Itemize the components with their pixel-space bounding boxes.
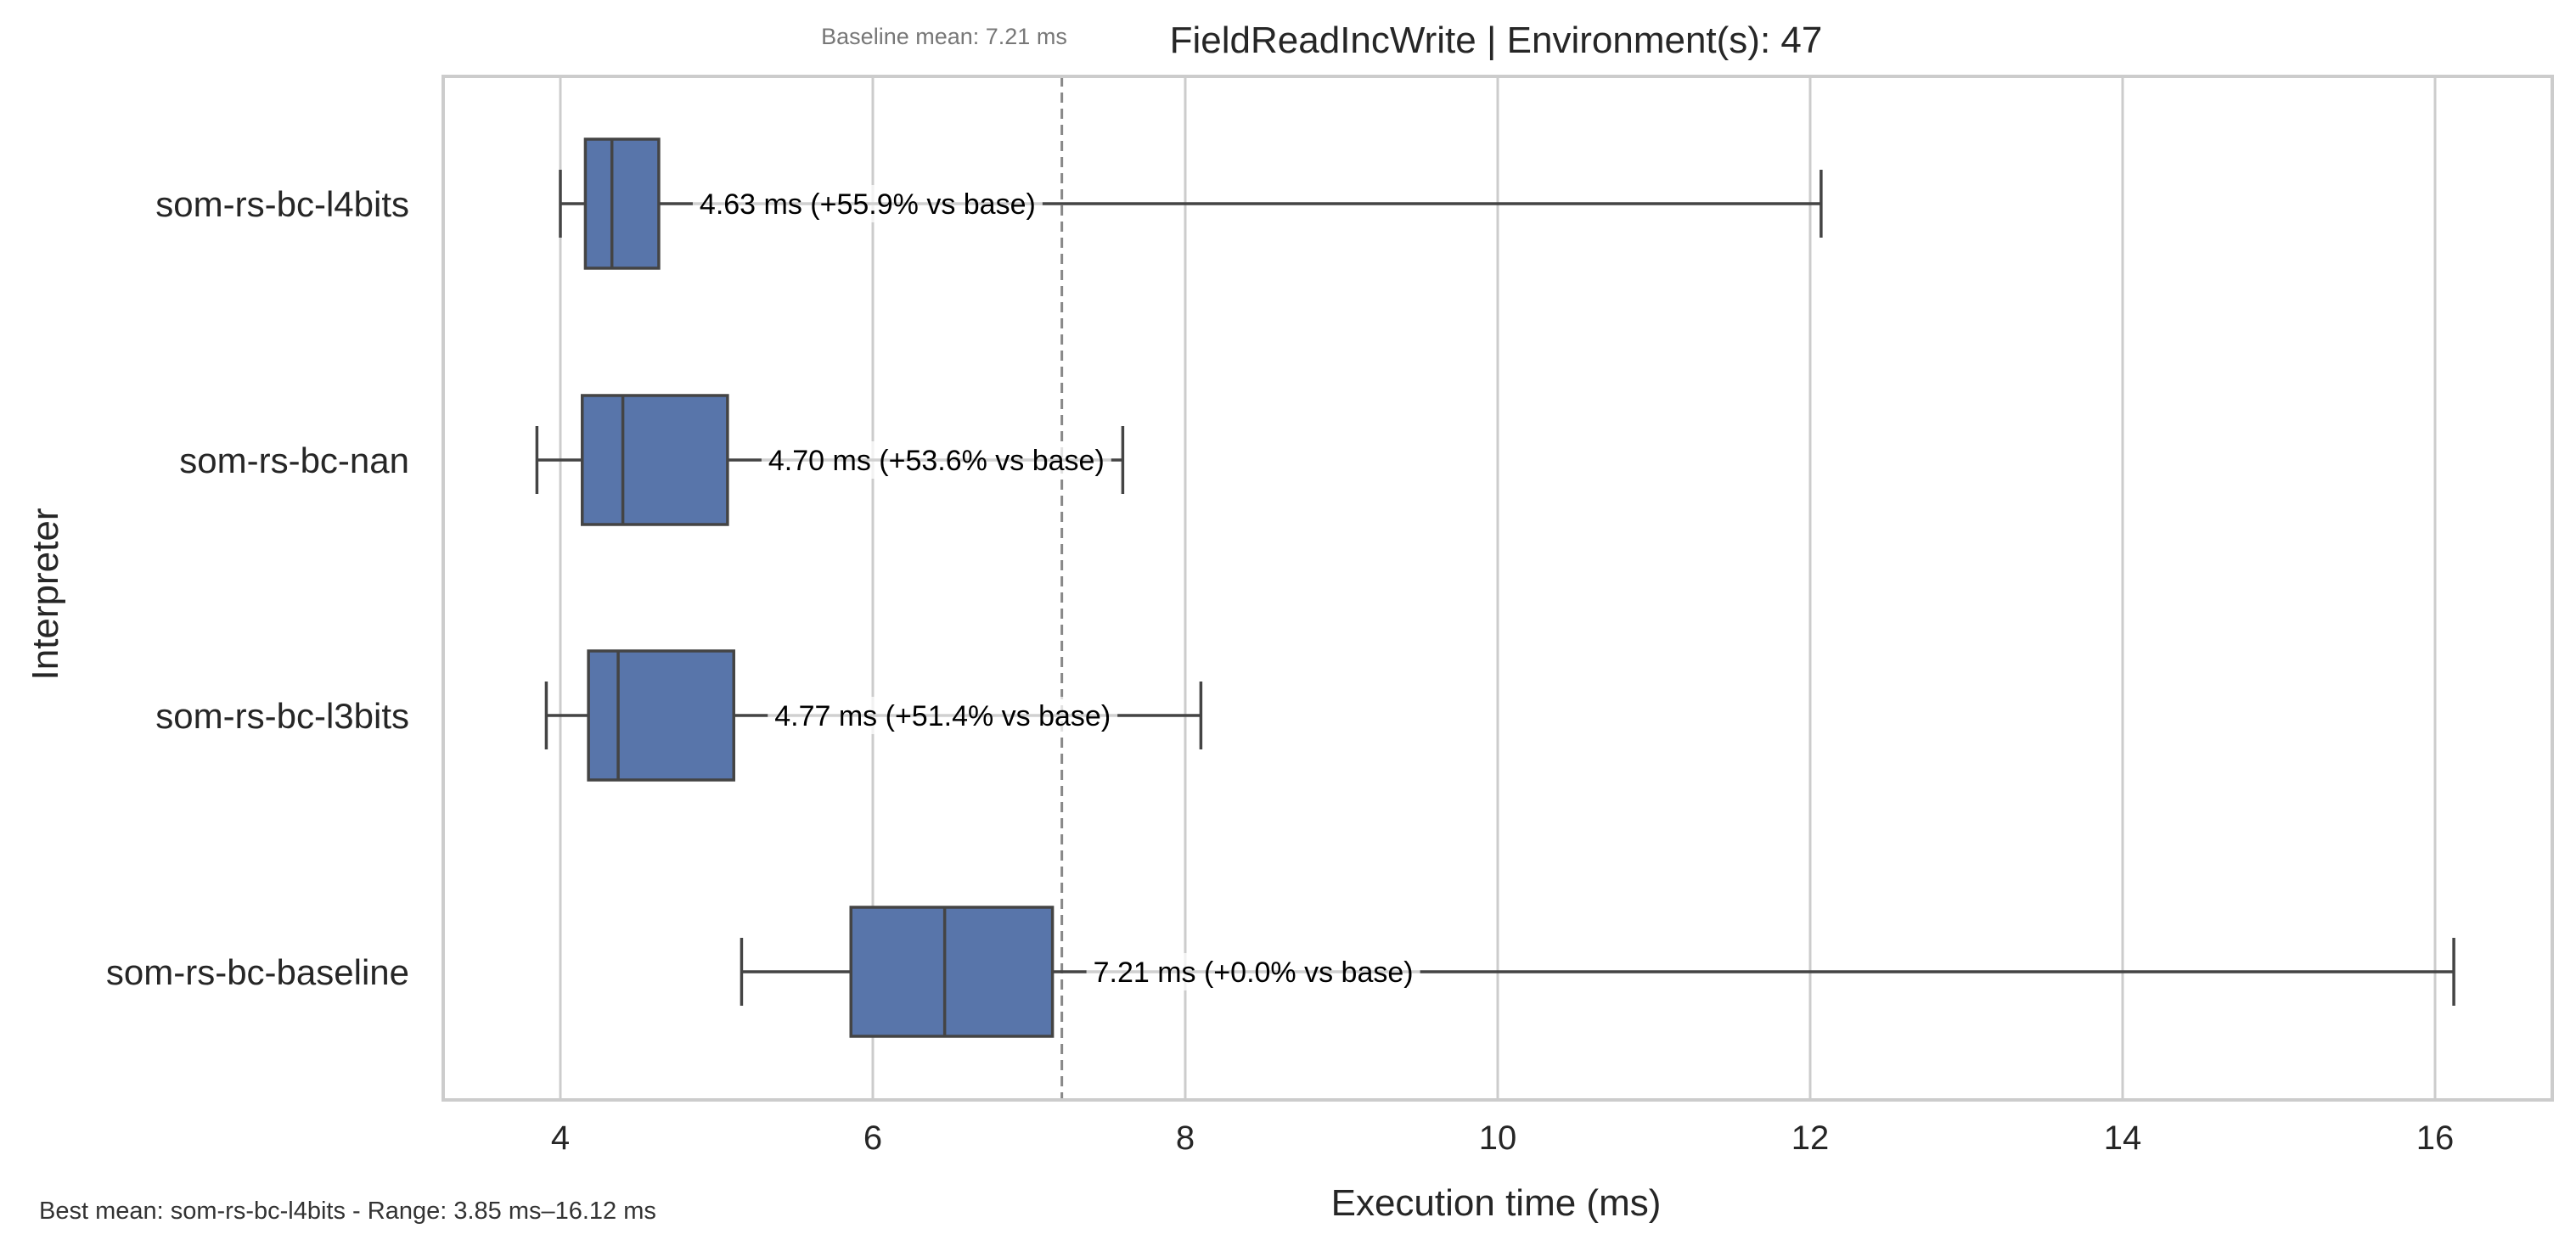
iqr-box bbox=[849, 906, 1055, 1038]
iqr-box bbox=[581, 394, 729, 526]
iqr-box bbox=[583, 137, 661, 270]
box-som-rs-bc-baseline bbox=[740, 906, 2455, 1038]
data-label-text: 7.21 ms (+0.0% vs base) bbox=[1094, 956, 1414, 989]
chart-subtitle: Baseline mean: 7.21 ms bbox=[821, 24, 1067, 49]
data-label-text: 4.77 ms (+51.4% vs base) bbox=[774, 700, 1111, 732]
y-tick-label-som-rs-bc-baseline: som-rs-bc-baseline bbox=[106, 952, 409, 992]
x-tick-label-14: 14 bbox=[2104, 1119, 2142, 1157]
x-tick-label-16: 16 bbox=[2416, 1119, 2455, 1157]
data-label-text: 4.70 ms (+53.6% vs base) bbox=[768, 445, 1105, 477]
data-label-background bbox=[1086, 953, 1420, 990]
iqr-box bbox=[587, 649, 735, 782]
tick-labels-group: 4 6 8 10 12 14 16 som-rs-bc-l4bits som-rs-bc-nan… bbox=[106, 184, 2454, 1157]
data-label-som-rs-bc-nan: 4.70 ms (+53.6% vs base) bbox=[761, 441, 1111, 479]
x-tick-label-10: 10 bbox=[1479, 1119, 1517, 1157]
plot-frame bbox=[442, 75, 2554, 1102]
data-label-som-rs-bc-l4bits: 4.63 ms (+55.9% vs base) bbox=[692, 185, 1043, 222]
data-labels-group: 4.63 ms (+55.9% vs base) 4.70 ms (+53.6% … bbox=[692, 185, 1420, 990]
data-label-text: 4.63 ms (+55.9% vs base) bbox=[700, 188, 1036, 221]
x-tick-label-8: 8 bbox=[1176, 1119, 1195, 1157]
boxes-group bbox=[535, 137, 2455, 1038]
box-som-rs-bc-l3bits bbox=[544, 649, 1203, 782]
y-tick-label-som-rs-bc-nan: som-rs-bc-nan bbox=[179, 440, 409, 480]
data-label-background bbox=[761, 441, 1111, 479]
y-tick-label-som-rs-bc-l4bits: som-rs-bc-l4bits bbox=[155, 184, 409, 224]
data-label-background bbox=[768, 697, 1118, 734]
x-tick-label-12: 12 bbox=[1791, 1119, 1830, 1157]
x-tick-label-6: 6 bbox=[863, 1119, 882, 1157]
data-label-background bbox=[692, 185, 1043, 222]
y-tick-label-som-rs-bc-l3bits: som-rs-bc-l3bits bbox=[155, 696, 409, 736]
data-label-som-rs-bc-l3bits: 4.77 ms (+51.4% vs base) bbox=[768, 697, 1118, 734]
footer-note: Best mean: som-rs-bc-l4bits - Range: 3.8… bbox=[39, 1198, 656, 1225]
x-axis-label: Execution time (ms) bbox=[1331, 1182, 1662, 1224]
grid-lines bbox=[559, 76, 2437, 1100]
x-tick-label-4: 4 bbox=[551, 1119, 570, 1157]
y-axis-label: Interpreter bbox=[25, 508, 66, 681]
chart-title: FieldReadIncWrite | Environment(s): 47 bbox=[1170, 20, 1823, 61]
data-label-som-rs-bc-baseline: 7.21 ms (+0.0% vs base) bbox=[1086, 953, 1420, 990]
